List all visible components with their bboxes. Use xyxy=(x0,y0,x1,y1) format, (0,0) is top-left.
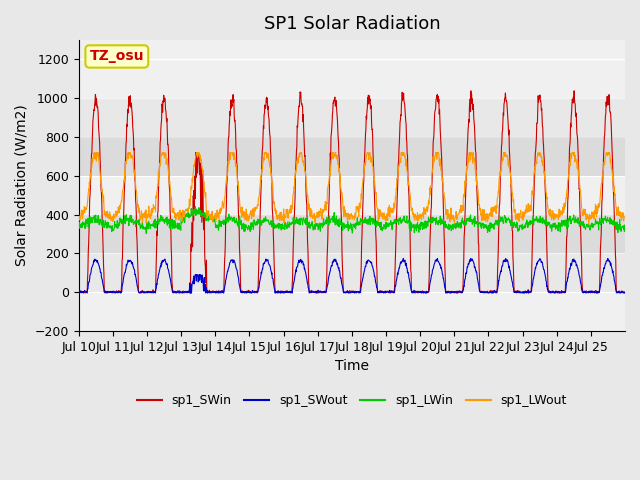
Text: TZ_osu: TZ_osu xyxy=(90,49,144,63)
sp1_LWout xyxy=(481,211,488,217)
sp1_LWout xyxy=(561,201,569,206)
X-axis label: Time: Time xyxy=(335,359,369,373)
sp1_SWin xyxy=(328,131,335,137)
sp1_LWout xyxy=(621,213,629,219)
Bar xyxy=(79,137,625,176)
sp1_LWout xyxy=(75,212,83,218)
sp1_SWin xyxy=(481,288,488,294)
Line: sp1_SWin: sp1_SWin xyxy=(79,91,625,293)
Bar xyxy=(79,253,625,292)
sp1_SWout xyxy=(338,280,346,286)
Line: sp1_SWout: sp1_SWout xyxy=(79,259,625,293)
Line: sp1_LWout: sp1_LWout xyxy=(79,153,625,224)
sp1_SWin xyxy=(161,96,168,102)
sp1_SWout xyxy=(481,289,489,295)
sp1_SWout xyxy=(621,289,629,295)
sp1_SWin xyxy=(561,289,569,295)
sp1_LWin xyxy=(191,204,199,210)
sp1_LWout xyxy=(161,155,168,161)
sp1_SWout xyxy=(399,256,407,262)
sp1_LWin xyxy=(161,220,168,226)
Bar xyxy=(79,98,625,137)
sp1_SWout xyxy=(103,290,111,296)
sp1_SWin xyxy=(570,88,578,94)
Bar xyxy=(79,215,625,253)
sp1_LWout xyxy=(615,213,623,218)
sp1_LWin xyxy=(338,224,346,229)
Legend: sp1_SWin, sp1_SWout, sp1_LWin, sp1_LWout: sp1_SWin, sp1_SWout, sp1_LWin, sp1_LWout xyxy=(132,389,572,412)
sp1_SWin xyxy=(621,290,629,296)
Title: SP1 Solar Radiation: SP1 Solar Radiation xyxy=(264,15,440,33)
sp1_SWout xyxy=(615,290,623,296)
sp1_LWout xyxy=(328,158,335,164)
sp1_LWin xyxy=(615,222,623,228)
sp1_SWin xyxy=(338,229,346,235)
sp1_LWin xyxy=(621,222,629,228)
sp1_LWin xyxy=(328,216,335,222)
sp1_SWout xyxy=(561,289,569,295)
sp1_SWout xyxy=(161,256,168,262)
sp1_LWout xyxy=(90,150,98,156)
Y-axis label: Solar Radiation (W/m2): Solar Radiation (W/m2) xyxy=(15,105,29,266)
sp1_LWout xyxy=(338,189,346,195)
sp1_LWin xyxy=(75,222,83,228)
sp1_LWin xyxy=(561,221,569,227)
sp1_SWin xyxy=(75,289,83,295)
sp1_LWin xyxy=(481,224,489,230)
sp1_SWin xyxy=(79,290,87,296)
sp1_SWin xyxy=(615,289,623,295)
sp1_LWin xyxy=(143,230,150,236)
sp1_SWout xyxy=(328,263,335,268)
Line: sp1_LWin: sp1_LWin xyxy=(79,207,625,233)
sp1_LWout xyxy=(585,221,593,227)
sp1_SWout xyxy=(75,289,83,295)
